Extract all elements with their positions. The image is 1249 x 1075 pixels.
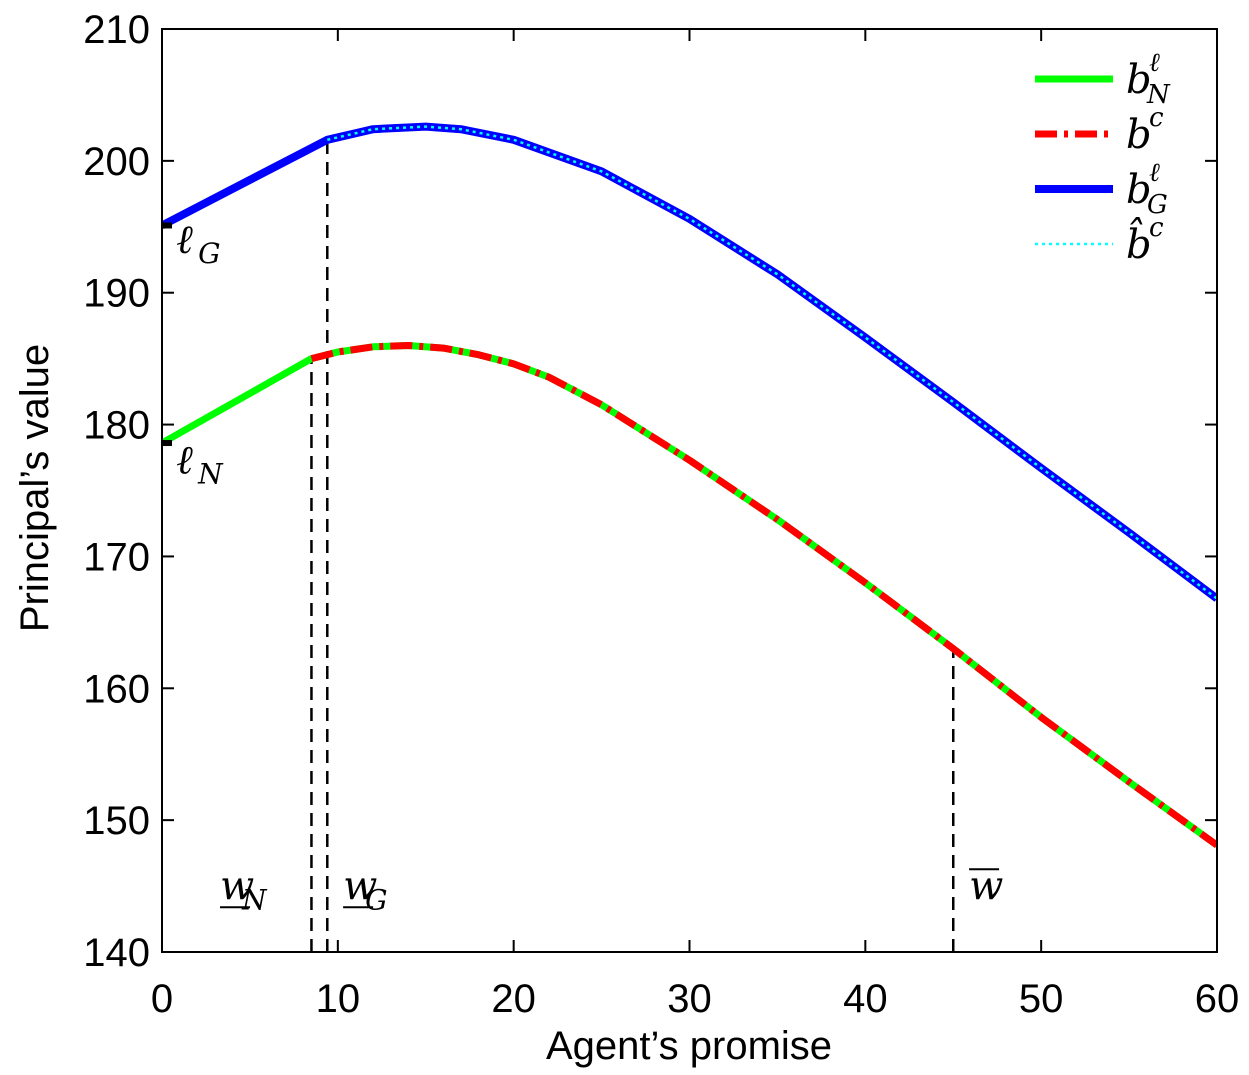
start-marker-2 — [162, 222, 172, 229]
svg-text:N: N — [241, 883, 268, 916]
annotation-wN: wN — [220, 863, 268, 916]
x-tick-label: 60 — [1195, 977, 1240, 1021]
svg-text:c: c — [1149, 103, 1164, 133]
svg-text:ℓ: ℓ — [1149, 48, 1160, 78]
axes-box — [161, 28, 1218, 953]
series-line-2 — [310, 342, 1217, 849]
series-line-3 — [162, 122, 1217, 602]
y-tick-label: 150 — [83, 799, 150, 843]
legend-label: b̂ — [1126, 218, 1152, 268]
legend-item-3: bℓG — [1035, 158, 1168, 220]
x-tick-label: 50 — [1019, 977, 1064, 1021]
y-tick-label: 210 — [83, 8, 150, 52]
legend-item-1: bℓN — [1035, 48, 1171, 110]
svg-text:N: N — [1146, 80, 1171, 110]
x-tick-label: 0 — [151, 977, 173, 1021]
legend-item-2: bc — [1035, 103, 1164, 158]
legend-label: b — [1126, 112, 1152, 158]
x-axis-label: Agent’s promise — [546, 1024, 832, 1068]
y-tick-label: 180 — [83, 404, 150, 448]
y-tick-label: 190 — [83, 272, 150, 316]
series-line-4 — [327, 125, 1217, 600]
start-marker-1 — [162, 440, 172, 447]
legend-label: b — [1126, 167, 1152, 213]
annotation-wbar: w — [969, 863, 1003, 909]
svg-text:G: G — [1147, 190, 1168, 220]
svg-text:c: c — [1149, 213, 1164, 243]
svg-text:w: w — [969, 863, 1003, 909]
legend-label: b — [1126, 57, 1152, 103]
y-tick-label: 170 — [83, 535, 150, 579]
x-tick-label: 30 — [667, 977, 712, 1021]
svg-text:N: N — [197, 457, 224, 490]
svg-text:ℓ: ℓ — [176, 217, 193, 263]
x-tick-label: 20 — [491, 977, 536, 1021]
svg-text:w: w — [343, 863, 377, 909]
svg-text:w: w — [220, 863, 254, 909]
plot-area — [162, 122, 1217, 952]
series-line-1 — [162, 342, 1217, 849]
y-tick-label: 200 — [83, 140, 150, 184]
svg-text:G: G — [198, 237, 220, 270]
x-tick-label: 10 — [316, 977, 361, 1021]
svg-text:G: G — [365, 883, 387, 916]
y-axis-label: Principal’s value — [13, 344, 57, 632]
svg-text:ℓ: ℓ — [176, 437, 193, 483]
svg-text:ℓ: ℓ — [1149, 158, 1160, 188]
y-tick-label: 140 — [83, 931, 150, 975]
x-tick-label: 40 — [843, 977, 888, 1021]
annotation-wG: wG — [343, 863, 387, 916]
y-tick-label: 160 — [83, 667, 150, 711]
legend-item-4: b̂c — [1035, 213, 1164, 268]
